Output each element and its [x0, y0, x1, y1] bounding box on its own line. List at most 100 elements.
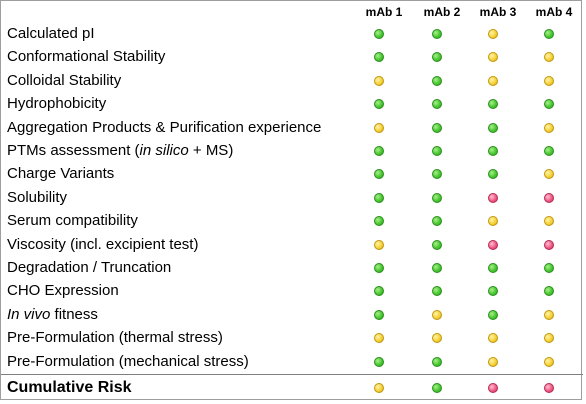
- table-row: Pre-Formulation (mechanical stress): [1, 351, 583, 374]
- rating-green-dot: [488, 286, 498, 297]
- rating-yellow-dot: [374, 122, 384, 133]
- criterion-label: Charge Variants: [7, 165, 115, 183]
- criterion-label: Aggregation Products & Purification expe…: [7, 118, 322, 136]
- rating-yellow-dot: [488, 29, 498, 39]
- table-row: CHO Expression: [1, 280, 583, 303]
- rating-red-dot: [488, 239, 498, 250]
- rating-green-dot: [432, 99, 442, 110]
- rating-green-dot: [544, 29, 554, 39]
- rating-green-dot: [374, 146, 384, 156]
- criterion-label: Pre-Formulation (thermal stress): [7, 329, 223, 347]
- rating-green-dot: [432, 192, 442, 203]
- criterion-label: CHO Expression: [7, 282, 119, 300]
- table-row: Calculated pI: [1, 23, 583, 46]
- rating-green-dot: [432, 286, 442, 297]
- rating-green-dot: [432, 29, 442, 39]
- column-header-mab4: mAb 4: [535, 5, 573, 19]
- rating-red-dot: [488, 383, 498, 393]
- criterion-label-italic: In vivo: [7, 305, 51, 323]
- rating-green-dot: [432, 216, 442, 227]
- criterion-label-part: PTMs assessment (: [7, 142, 140, 159]
- rating-yellow-dot: [374, 239, 384, 250]
- table-row: PTMs assessment (in silico + MS): [1, 140, 583, 163]
- total-separator: [1, 374, 583, 375]
- rating-yellow-dot: [544, 333, 554, 344]
- rating-yellow-dot: [488, 75, 498, 86]
- rating-green-dot: [374, 216, 384, 227]
- rating-green-dot: [432, 122, 442, 133]
- rating-green-dot: [544, 286, 554, 297]
- rating-green-dot: [432, 239, 442, 250]
- rating-red-dot: [544, 239, 554, 250]
- rating-green-dot: [374, 192, 384, 203]
- cumulative-risk-label: Cumulative Risk: [7, 379, 132, 396]
- criterion-label: Calculated pI: [7, 25, 95, 42]
- table-row: Serum compatibility: [1, 210, 583, 233]
- rating-green-dot: [432, 146, 442, 156]
- criterion-label: Pre-Formulation (mechanical stress): [7, 352, 249, 370]
- criterion-label: Solubility: [7, 188, 68, 206]
- table-row: In vivo fitness: [1, 304, 583, 327]
- rating-yellow-dot: [544, 52, 554, 63]
- rating-green-dot: [488, 122, 498, 133]
- rating-yellow-dot: [544, 309, 554, 320]
- criterion-label: Colloidal Stability: [7, 71, 122, 89]
- rating-green-dot: [374, 52, 384, 63]
- rating-green-dot: [432, 169, 442, 180]
- rating-red-dot: [488, 192, 498, 203]
- rating-green-dot: [374, 286, 384, 297]
- rating-green-dot: [544, 146, 554, 156]
- rating-green-dot: [488, 169, 498, 180]
- rating-yellow-dot: [374, 333, 384, 344]
- rating-green-dot: [544, 99, 554, 110]
- table-row: Charge Variants: [1, 163, 583, 186]
- rating-yellow-dot: [488, 333, 498, 344]
- rating-yellow-dot: [374, 75, 384, 86]
- column-header-mab1: mAb 1: [365, 5, 403, 19]
- criterion-label: Conformational Stability: [7, 48, 166, 66]
- rating-green-dot: [374, 263, 384, 273]
- rating-yellow-dot: [374, 383, 384, 393]
- rating-green-dot: [432, 356, 442, 367]
- criterion-label: Serum compatibility: [7, 212, 138, 230]
- criterion-label: Hydrophobicity: [7, 95, 107, 113]
- rating-green-dot: [374, 169, 384, 180]
- rating-green-dot: [374, 29, 384, 39]
- column-header-mab3: mAb 3: [479, 5, 517, 19]
- criterion-label-italic: in silico: [139, 142, 189, 159]
- rating-yellow-dot: [488, 52, 498, 63]
- rating-green-dot: [374, 309, 384, 320]
- rating-yellow-dot: [488, 216, 498, 227]
- rating-green-dot: [544, 263, 554, 273]
- table-row: Aggregation Products & Purification expe…: [1, 117, 583, 140]
- column-header-mab2: mAb 2: [423, 5, 461, 19]
- rating-red-dot: [544, 383, 554, 393]
- table-row: Colloidal Stability: [1, 70, 583, 93]
- table-row: Hydrophobicity: [1, 93, 583, 116]
- criterion-label: PTMs assessment (in silico + MS): [7, 142, 233, 160]
- rating-green-dot: [488, 146, 498, 156]
- rating-yellow-dot: [544, 75, 554, 86]
- criterion-label-part: fitness: [50, 305, 98, 323]
- rating-yellow-dot: [488, 356, 498, 367]
- rating-yellow-dot: [544, 356, 554, 367]
- rating-red-dot: [544, 192, 554, 203]
- criterion-label: Viscosity (incl. excipient test): [7, 235, 199, 253]
- rating-green-dot: [488, 309, 498, 320]
- criterion-label-part: + MS): [188, 142, 234, 159]
- rating-yellow-dot: [544, 216, 554, 227]
- rating-green-dot: [432, 383, 442, 393]
- table-row: Solubility: [1, 187, 583, 210]
- criterion-label: Degradation / Truncation: [7, 259, 172, 276]
- rating-green-dot: [488, 263, 498, 273]
- table-row: Conformational Stability: [1, 46, 583, 69]
- rating-green-dot: [432, 263, 442, 273]
- rating-green-dot: [432, 52, 442, 63]
- rating-yellow-dot: [544, 122, 554, 133]
- rating-green-dot: [374, 356, 384, 367]
- table-row: Degradation / Truncation: [1, 257, 583, 280]
- criterion-label: In vivo fitness: [7, 306, 98, 324]
- rating-yellow-dot: [544, 169, 554, 180]
- rating-green-dot: [432, 75, 442, 86]
